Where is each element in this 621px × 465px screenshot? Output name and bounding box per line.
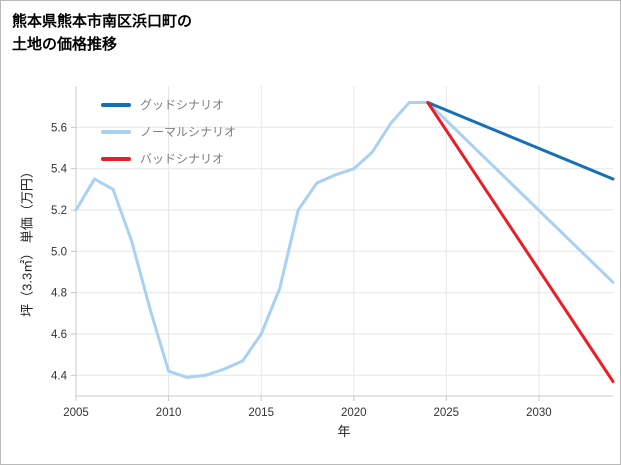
x-tick-label: 2020	[341, 407, 367, 419]
chart-title: 熊本県熊本市南区浜口町の 土地の価格推移	[12, 11, 192, 56]
chart-legend: グッドシナリオ ノーマルシナリオ バッドシナリオ	[101, 91, 236, 172]
series-line	[426, 101, 615, 181]
legend-label-bad-scenario: バッドシナリオ	[140, 152, 225, 166]
series-line	[74, 101, 615, 379]
legend-label-good-scenario: グッドシナリオ	[140, 98, 225, 112]
legend-item-normal-scenario: ノーマルシナリオ	[101, 118, 236, 145]
x-tick-label: 2010	[156, 407, 182, 419]
x-tick-label: 2005	[63, 407, 89, 419]
y-tick-label: 5.2	[51, 205, 67, 217]
legend-item-bad-scenario: バッドシナリオ	[101, 145, 236, 172]
legend-swatch-normal-scenario	[101, 129, 131, 134]
y-tick-label: 5.4	[51, 164, 68, 176]
legend-item-good-scenario: グッドシナリオ	[101, 91, 236, 118]
y-axis-label: 坪（3.3㎡） 単価（万円）	[19, 165, 35, 317]
chart-title-line2: 土地の価格推移	[12, 35, 118, 53]
series-line	[426, 101, 615, 383]
x-tick-label: 2025	[434, 407, 460, 419]
y-tick-label: 4.6	[51, 329, 67, 341]
y-tick-label: 4.8	[51, 288, 67, 300]
x-tick-label: 2030	[526, 407, 552, 419]
x-tick-label: 2015	[248, 407, 274, 419]
y-tick-label: 5.0	[51, 246, 67, 258]
legend-label-normal-scenario: ノーマルシナリオ	[140, 125, 237, 139]
y-tick-label: 5.6	[51, 122, 67, 134]
x-axis-label: 年	[337, 424, 351, 439]
chart-title-line1: 熊本県熊本市南区浜口町の	[12, 13, 193, 30]
y-tick-label: 4.4	[51, 370, 68, 382]
legend-swatch-good-scenario	[101, 102, 131, 107]
legend-swatch-bad-scenario	[101, 156, 131, 161]
